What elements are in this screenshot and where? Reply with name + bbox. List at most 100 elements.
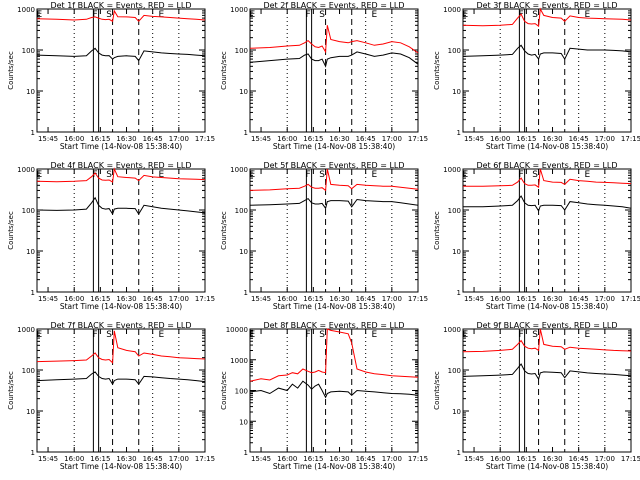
- x-tick-label: 16:15: [516, 135, 536, 143]
- flag-label: E: [372, 330, 378, 340]
- y-tick-label: 100: [235, 47, 248, 55]
- x-tick-label: 16:15: [516, 295, 536, 303]
- series-line-events: [462, 44, 632, 61]
- flag-label: E: [159, 170, 165, 180]
- x-tick-label: 16:00: [64, 295, 84, 303]
- y-tick-label: 1: [457, 289, 461, 297]
- x-tick-label: 16:45: [356, 455, 376, 463]
- x-axis-label: Start Time (14-Nov-08 15:38:40): [273, 462, 395, 471]
- x-tick-label: 16:45: [143, 455, 163, 463]
- flag-label: S: [319, 170, 325, 180]
- plot-frame: [462, 168, 632, 293]
- plot-frame: [249, 168, 419, 293]
- x-axis-label: Start Time (14-Nov-08 15:38:40): [60, 302, 182, 311]
- flag-label: S: [532, 170, 538, 180]
- flag-label: F: [306, 170, 311, 180]
- flag-label: F: [93, 10, 98, 20]
- y-tick-label: 1: [457, 449, 461, 457]
- series-line-events: [249, 51, 419, 68]
- flag-label: E: [372, 10, 378, 20]
- flag-label: F: [306, 10, 311, 20]
- y-tick-label: 1000: [230, 6, 248, 14]
- y-tick-label: 100: [448, 367, 461, 375]
- x-tick-label: 15:45: [464, 455, 484, 463]
- x-tick-label: 17:15: [195, 455, 215, 463]
- plot-frame: [36, 168, 206, 293]
- x-axis-label: Start Time (14-Nov-08 15:38:40): [60, 462, 182, 471]
- panel-8: Det 8f BLACK = Events, RED = LLD 1 10 100 10…: [220, 321, 428, 471]
- y-axis-label: Counts/sec: [220, 51, 228, 90]
- x-tick-label: 16:45: [569, 455, 589, 463]
- flag-label: F: [93, 330, 98, 340]
- series-line-events: [36, 371, 206, 386]
- series-line-lld: [249, 168, 419, 192]
- x-tick-label: 17:15: [621, 135, 640, 143]
- x-axis-label: Start Time (14-Nov-08 15:38:40): [486, 462, 608, 471]
- x-tick-label: 16:45: [143, 295, 163, 303]
- x-tick-label: 17:00: [382, 295, 402, 303]
- x-tick-label: 16:45: [569, 135, 589, 143]
- flag-label: S: [106, 10, 112, 20]
- y-tick-label: 10: [239, 418, 248, 426]
- x-tick-label: 15:45: [251, 295, 271, 303]
- y-tick-label: 1: [244, 289, 248, 297]
- x-tick-label: 16:30: [329, 135, 349, 143]
- series-line-events: [249, 380, 419, 399]
- flag-label: F: [306, 330, 311, 340]
- y-tick-label: 1000: [443, 166, 461, 174]
- panel-6: Det 6f BLACK = Events, RED = LLD 1 10 100 10…: [433, 161, 640, 311]
- x-tick-label: 16:00: [277, 295, 297, 303]
- flag-label: E: [159, 10, 165, 20]
- x-tick-label: 17:00: [169, 295, 189, 303]
- x-tick-label: 15:45: [251, 455, 271, 463]
- x-tick-label: 16:00: [277, 455, 297, 463]
- series-line-events: [462, 363, 632, 381]
- flag-label: E: [36, 170, 42, 180]
- flag-label: E: [249, 330, 255, 340]
- y-tick-label: 10: [239, 88, 248, 96]
- flag-label: E: [585, 10, 591, 20]
- x-tick-label: 17:15: [408, 455, 428, 463]
- panel-title: Det 6f BLACK = Events, RED = LLD: [476, 161, 617, 170]
- x-tick-label: 16:00: [64, 135, 84, 143]
- flag-label: E: [36, 330, 42, 340]
- y-axis-label: Counts/sec: [433, 51, 441, 90]
- x-tick-label: 16:45: [143, 135, 163, 143]
- flag-label: E: [249, 10, 255, 20]
- x-tick-label: 16:00: [490, 135, 510, 143]
- y-tick-label: 1000: [17, 326, 35, 334]
- y-tick-label: 1: [31, 129, 35, 137]
- y-tick-label: 10: [26, 248, 35, 256]
- x-tick-label: 17:00: [595, 295, 615, 303]
- panel-3: Det 3f BLACK = Events, RED = LLD 1 10 100 10…: [433, 1, 640, 151]
- panel-title: Det 2f BLACK = Events, RED = LLD: [263, 1, 404, 10]
- flag-label: E: [249, 170, 255, 180]
- panel-title: Det 4f BLACK = Events, RED = LLD: [50, 161, 191, 170]
- x-axis-label: Start Time (14-Nov-08 15:38:40): [486, 142, 608, 151]
- x-tick-label: 16:30: [542, 295, 562, 303]
- plot-frame: [36, 8, 206, 133]
- x-tick-label: 16:15: [90, 135, 110, 143]
- series-line-lld: [36, 9, 206, 23]
- x-tick-label: 16:45: [356, 135, 376, 143]
- y-tick-label: 100: [448, 207, 461, 215]
- x-tick-label: 15:45: [38, 135, 58, 143]
- x-tick-label: 17:00: [169, 455, 189, 463]
- y-axis-label: Counts/sec: [220, 371, 228, 410]
- y-tick-label: 1000: [230, 357, 248, 365]
- y-axis-label: Counts/sec: [433, 211, 441, 250]
- x-tick-label: 16:30: [329, 455, 349, 463]
- series-line-events: [463, 195, 632, 213]
- panel-7: Det 7f BLACK = Events, RED = LLD 1 10 100 10…: [7, 321, 215, 471]
- x-tick-label: 17:00: [595, 455, 615, 463]
- series-line-lld: [249, 328, 419, 382]
- flag-label: S: [106, 170, 112, 180]
- flag-label: E: [585, 170, 591, 180]
- x-tick-label: 16:15: [516, 455, 536, 463]
- flag-label: S: [106, 330, 112, 340]
- y-tick-label: 100: [22, 367, 35, 375]
- y-tick-label: 100: [22, 47, 35, 55]
- y-tick-label: 10: [452, 248, 461, 256]
- x-tick-label: 16:15: [303, 455, 323, 463]
